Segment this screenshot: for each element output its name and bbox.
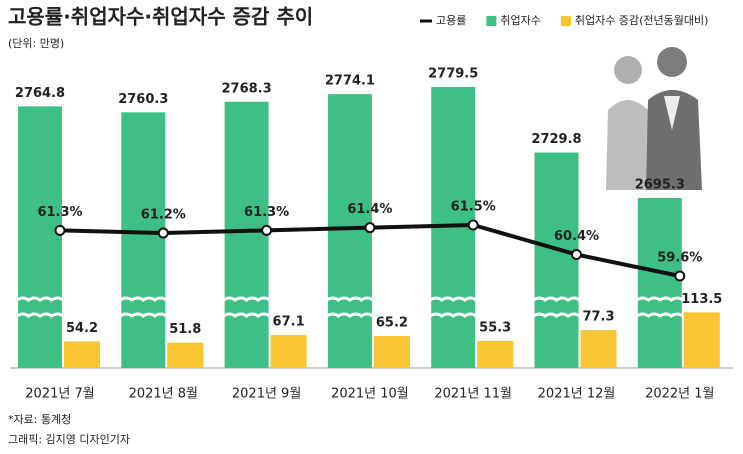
- x-tick-label: 2021년 8월: [129, 387, 198, 402]
- chart-subtitle: (단위: 만명): [8, 37, 64, 50]
- value-label: 113.5: [681, 292, 722, 307]
- value-label: 54.2: [66, 321, 98, 336]
- bar: [224, 101, 269, 369]
- value-label: 61.5%: [451, 200, 496, 215]
- bar: [121, 112, 166, 369]
- axis-break: [635, 312, 684, 318]
- source: *자료: 통계청: [8, 413, 71, 426]
- value-label: 61.3%: [37, 205, 82, 220]
- chart-title: 고용률·취업자수·취업자수 증감 추이: [8, 5, 313, 29]
- axis-break: [119, 296, 168, 302]
- legend-swatch: [486, 16, 497, 26]
- legend-label: 고용률: [436, 14, 466, 27]
- bar: [270, 335, 307, 368]
- value-label: 61.3%: [244, 205, 289, 220]
- x-tick-label: 2021년 10월: [331, 387, 409, 402]
- point: [364, 222, 376, 234]
- illustration: [606, 47, 702, 190]
- value-label: 2695.3: [635, 178, 685, 193]
- axis-break: [429, 312, 478, 318]
- legend-label: 취업자수 증감(전년동월대비): [575, 14, 709, 27]
- point: [54, 224, 66, 236]
- value-label: 67.1: [273, 315, 305, 330]
- axis-break: [326, 312, 374, 318]
- bar: [637, 198, 682, 368]
- x-tick-label: 2021년 9월: [232, 387, 301, 402]
- axis-break: [635, 296, 684, 302]
- point: [571, 249, 582, 261]
- value-label: 2764.8: [15, 86, 65, 101]
- bar: [167, 342, 204, 368]
- axis-break: [16, 312, 64, 318]
- value-label: 2729.8: [531, 132, 581, 147]
- value-label: 51.8: [169, 322, 201, 337]
- bar: [327, 94, 372, 368]
- x-tick-label: 2022년 1월: [645, 387, 714, 402]
- bar: [683, 312, 720, 368]
- value-label: 60.4%: [554, 229, 599, 244]
- x-tick-label: 2021년 11월: [434, 387, 512, 402]
- point: [674, 270, 686, 282]
- value-label: 59.6%: [657, 251, 702, 266]
- axis-break: [222, 296, 271, 302]
- bar: [477, 340, 514, 368]
- value-label: 65.2: [376, 316, 408, 331]
- x-tick-label: 2021년 12월: [538, 387, 616, 402]
- value-label: 77.3: [582, 310, 614, 325]
- axis-break: [119, 312, 168, 318]
- bar: [64, 341, 100, 368]
- axis-break: [532, 296, 581, 302]
- bar: [373, 336, 410, 368]
- legend-swatch: [560, 16, 571, 26]
- bar: [534, 152, 579, 368]
- value-label: 2760.3: [118, 92, 168, 107]
- bar: [580, 330, 617, 368]
- point: [467, 219, 479, 231]
- x-tick-label: 2021년 7월: [25, 387, 94, 402]
- axis-break: [429, 296, 478, 302]
- legend-label: 취업자수: [500, 14, 540, 27]
- value-label: 55.3: [479, 320, 511, 335]
- value-label: 61.2%: [141, 208, 186, 223]
- value-label: 2768.3: [222, 81, 272, 96]
- value-label: 2779.5: [428, 67, 478, 82]
- axis-break: [16, 296, 64, 302]
- axis-break: [532, 312, 581, 318]
- credit: 그래픽: 김지영 디자인기자: [8, 433, 130, 446]
- value-label: 61.4%: [347, 202, 392, 217]
- axis-break: [222, 312, 271, 318]
- point: [157, 227, 169, 239]
- axis-break: [326, 296, 374, 302]
- value-label: 2774.1: [325, 74, 375, 89]
- point: [261, 224, 273, 236]
- bar: [18, 106, 62, 369]
